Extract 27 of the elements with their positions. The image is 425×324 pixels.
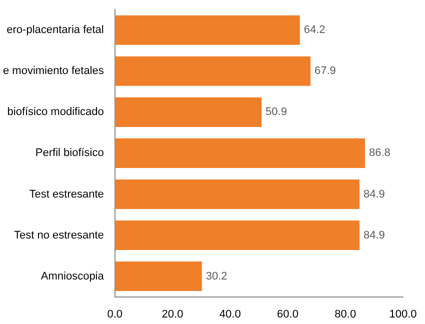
bar: [114, 97, 262, 127]
bar: [114, 179, 360, 209]
x-tick-label: 60.0: [277, 308, 298, 320]
data-label: 64.2: [304, 24, 326, 36]
x-tick-label: 20.0: [162, 308, 184, 320]
y-tick-label: biofísico modificado: [7, 106, 104, 118]
data-label: 30.2: [206, 270, 228, 282]
x-tick-label: 100.0: [389, 308, 417, 320]
y-tick-label: ero-placentaria fetal: [6, 24, 104, 36]
y-tick-label: Test estresante: [29, 188, 104, 200]
bar: [114, 262, 202, 292]
x-tick-label: 0.0: [107, 308, 123, 320]
data-label: 84.9: [363, 188, 385, 200]
data-label: 67.9: [314, 65, 336, 78]
data-label: 84.9: [363, 229, 385, 242]
y-tick-label: Perfil biofísico: [35, 147, 104, 160]
bar: [114, 56, 311, 86]
y-tick-label: Test no estresante: [14, 229, 104, 242]
bar: [114, 15, 300, 45]
bar: [114, 220, 360, 250]
bar: [114, 138, 365, 168]
y-tick-label: Amnioscopia: [40, 270, 105, 282]
data-label: 86.8: [368, 147, 390, 160]
x-tick-label: 80.0: [334, 308, 356, 320]
y-tick-label: e movimiento fetales: [2, 65, 104, 78]
x-tick-label: 40.0: [219, 308, 241, 320]
data-label: 50.9: [266, 106, 287, 118]
